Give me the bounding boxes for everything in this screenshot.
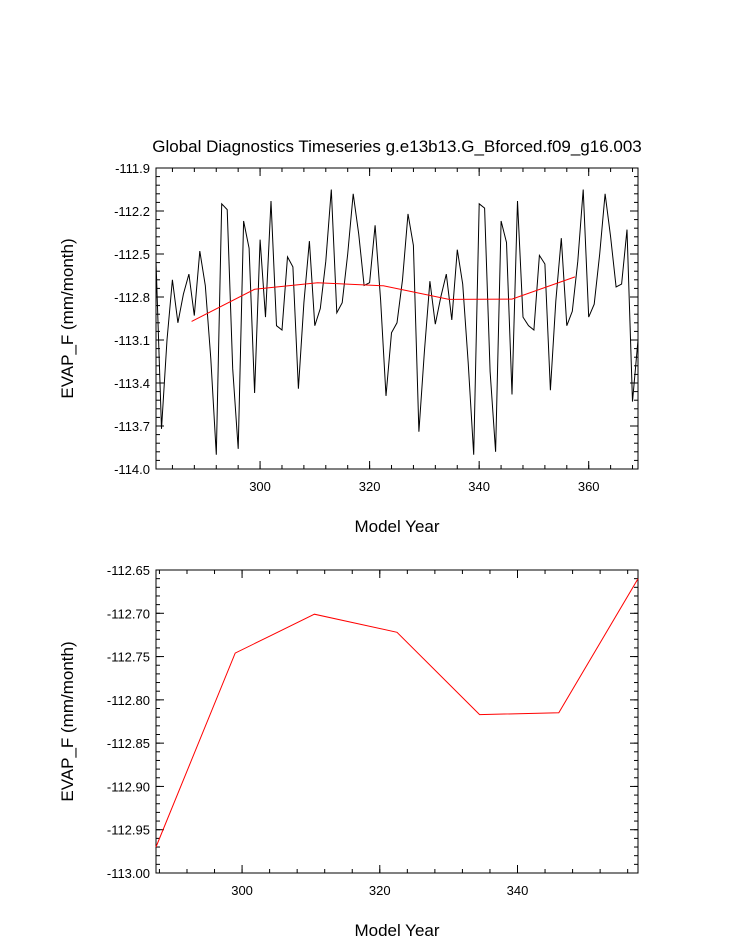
y-tick-label: -112.85 (107, 736, 150, 751)
x-tick-label: 360 (578, 479, 600, 494)
bottom-chart-panel: 300 320 340 -113.00 -112.95 -112.90 -112.85 -11… (58, 563, 639, 940)
x-tick-label: 300 (249, 479, 271, 494)
y-tick-label: -112.90 (107, 779, 150, 794)
y-tick-label: -112.65 (107, 563, 150, 578)
y-tick-label: -113.7 (114, 419, 150, 434)
y-tick-label: -112.5 (114, 247, 150, 262)
y-tick-label: -112.95 (107, 823, 150, 838)
y-tick-label: -112.80 (107, 693, 150, 708)
x-tick-label: 340 (468, 479, 490, 494)
y-tick-label: -114.0 (114, 462, 150, 477)
x-tick-label: 300 (231, 883, 253, 898)
x-tick-label: 320 (359, 479, 381, 494)
running-mean-line (191, 276, 576, 322)
chart-title: Global Diagnostics Timeseries g.e13b13.G… (152, 137, 642, 156)
y-tick-label: -112.8 (114, 290, 150, 305)
y-tick-label: -112.75 (107, 650, 150, 665)
annual-series-line (155, 189, 639, 455)
y-tick-label: -113.1 (114, 333, 150, 348)
running-mean-line (155, 578, 639, 848)
x-tick-label: 340 (507, 883, 529, 898)
top-chart-panel: 300 320 340 360 -114.0 -113.7 -113.4 -113.1 -112… (58, 161, 639, 536)
x-axis-title: Model Year (354, 921, 439, 940)
y-tick-label: -113.4 (114, 376, 150, 391)
y-tick-label: -111.9 (115, 161, 150, 176)
y-tick-label: -112.70 (107, 606, 150, 621)
y-axis-title: EVAP_F (mm/month) (58, 641, 77, 801)
plot-frame (155, 167, 639, 470)
x-axis-title: Model Year (354, 517, 439, 536)
x-tick-label: 320 (369, 883, 391, 898)
y-tick-label: -113.00 (107, 866, 150, 881)
plot-frame (155, 569, 639, 874)
y-axis-title: EVAP_F (mm/month) (58, 238, 77, 398)
y-tick-label: -112.2 (114, 204, 150, 219)
